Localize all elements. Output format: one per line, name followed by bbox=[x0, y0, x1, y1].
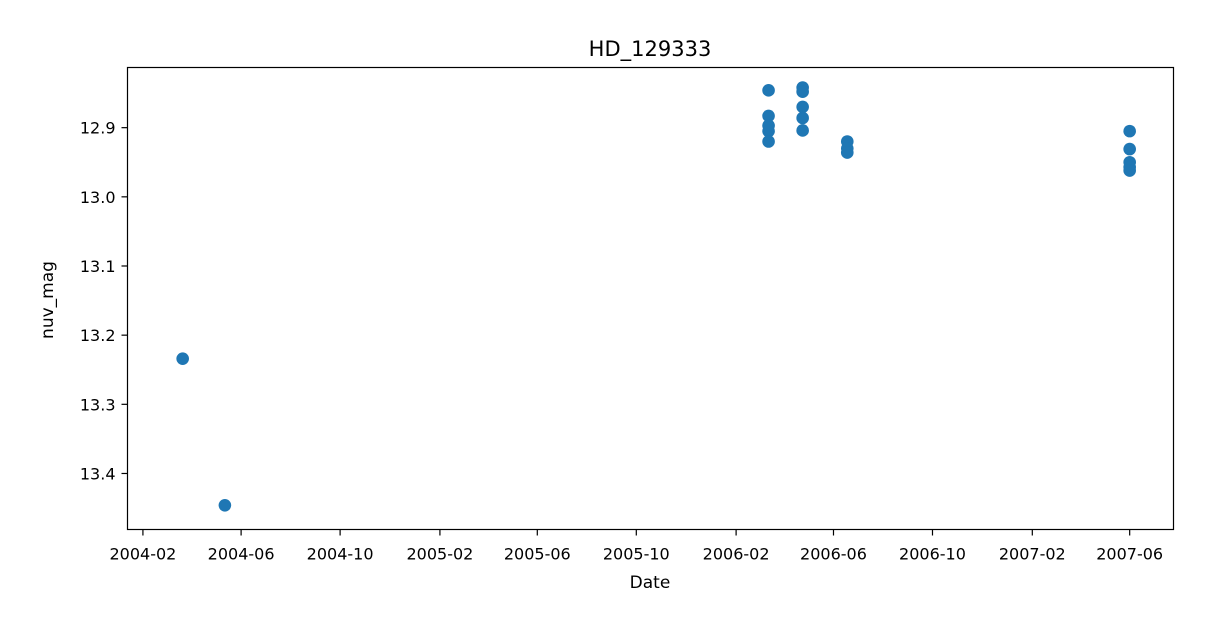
y-tick-label: 13.2 bbox=[80, 326, 116, 345]
x-tick-label: 2005-06 bbox=[504, 545, 571, 564]
x-tick-label: 2004-06 bbox=[208, 545, 275, 564]
data-point bbox=[762, 135, 775, 148]
x-tick-label: 2007-02 bbox=[999, 545, 1066, 564]
x-tick-label: 2004-02 bbox=[109, 545, 176, 564]
data-point bbox=[218, 498, 232, 512]
y-tick-label: 13.1 bbox=[80, 257, 116, 276]
chart-title: HD_129333 bbox=[589, 37, 712, 62]
y-tick-label: 13.3 bbox=[80, 395, 116, 414]
data-point bbox=[796, 124, 809, 137]
data-point bbox=[796, 100, 809, 114]
data-point bbox=[762, 84, 775, 97]
x-axis-label: Date bbox=[630, 573, 671, 593]
y-tick-label: 13.0 bbox=[80, 188, 116, 207]
y-tick-label: 12.9 bbox=[80, 119, 116, 138]
data-point bbox=[1123, 124, 1136, 138]
data-point bbox=[796, 111, 809, 125]
x-tick-label: 2006-10 bbox=[899, 545, 966, 564]
plot-frame bbox=[126, 66, 1175, 531]
x-axis-ticks: 2004-02 2004-06 2004-10 2005-02 2005-06 2005-… bbox=[109, 529, 1163, 564]
data-point bbox=[176, 352, 189, 365]
data-point bbox=[840, 146, 854, 159]
data-point bbox=[1123, 164, 1136, 177]
y-axis-ticks: 12.9 13.0 13.1 13.2 13.3 13.4 bbox=[80, 119, 128, 483]
x-tick-label: 2005-02 bbox=[406, 545, 473, 564]
x-tick-label: 2004-10 bbox=[307, 545, 374, 564]
x-tick-label: 2006-02 bbox=[703, 545, 770, 564]
x-tick-label: 2005-10 bbox=[603, 545, 670, 564]
y-tick-label: 13.4 bbox=[80, 464, 116, 483]
data-point bbox=[796, 85, 809, 99]
y-axis-label: nuv_mag bbox=[38, 261, 58, 339]
data-point bbox=[762, 109, 775, 123]
x-tick-label: 2006-06 bbox=[800, 545, 867, 564]
x-tick-label: 2007-06 bbox=[1096, 545, 1163, 564]
data-points bbox=[176, 81, 1136, 512]
data-point bbox=[1123, 142, 1136, 156]
data-point bbox=[762, 124, 775, 138]
